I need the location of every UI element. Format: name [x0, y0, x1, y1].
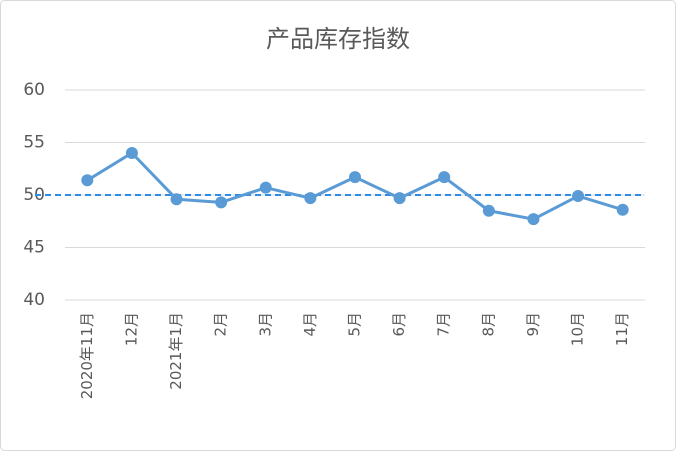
data-point [304, 192, 317, 205]
y-tick-label: 60 [23, 80, 45, 100]
x-tick-label: 12月 [122, 312, 140, 346]
x-tick-label: 2月 [212, 312, 230, 337]
data-point [482, 204, 495, 217]
x-tick-label: 3月 [256, 312, 274, 337]
data-point [125, 147, 138, 159]
x-tick-label: 11月 [613, 312, 631, 346]
y-tick-label: 40 [23, 290, 45, 310]
data-point [616, 203, 629, 216]
y-tick-label: 45 [23, 238, 45, 258]
x-tick-label: 2020年11月 [78, 312, 96, 399]
x-tick-label: 9月 [524, 312, 542, 337]
x-tick-label: 2021年1月 [167, 312, 185, 390]
x-tick-label: 10月 [569, 312, 587, 346]
chart-title: 产品库存指数 [266, 25, 410, 53]
data-point [527, 213, 540, 226]
y-tick-label: 55 [23, 133, 45, 153]
data-point [349, 171, 361, 184]
x-tick-label: 6月 [390, 312, 408, 337]
data-point [81, 174, 94, 187]
x-tick-label: 7月 [435, 312, 453, 337]
data-point [572, 190, 585, 203]
y-tick-label: 50 [23, 185, 45, 205]
x-tick-label: 5月 [346, 312, 364, 337]
data-point [215, 196, 228, 209]
x-tick-label: 4月 [301, 312, 319, 337]
data-point [438, 171, 451, 184]
x-tick-label: 8月 [479, 312, 497, 337]
data-point [259, 181, 272, 194]
data-point [393, 192, 406, 205]
data-point [170, 193, 183, 206]
